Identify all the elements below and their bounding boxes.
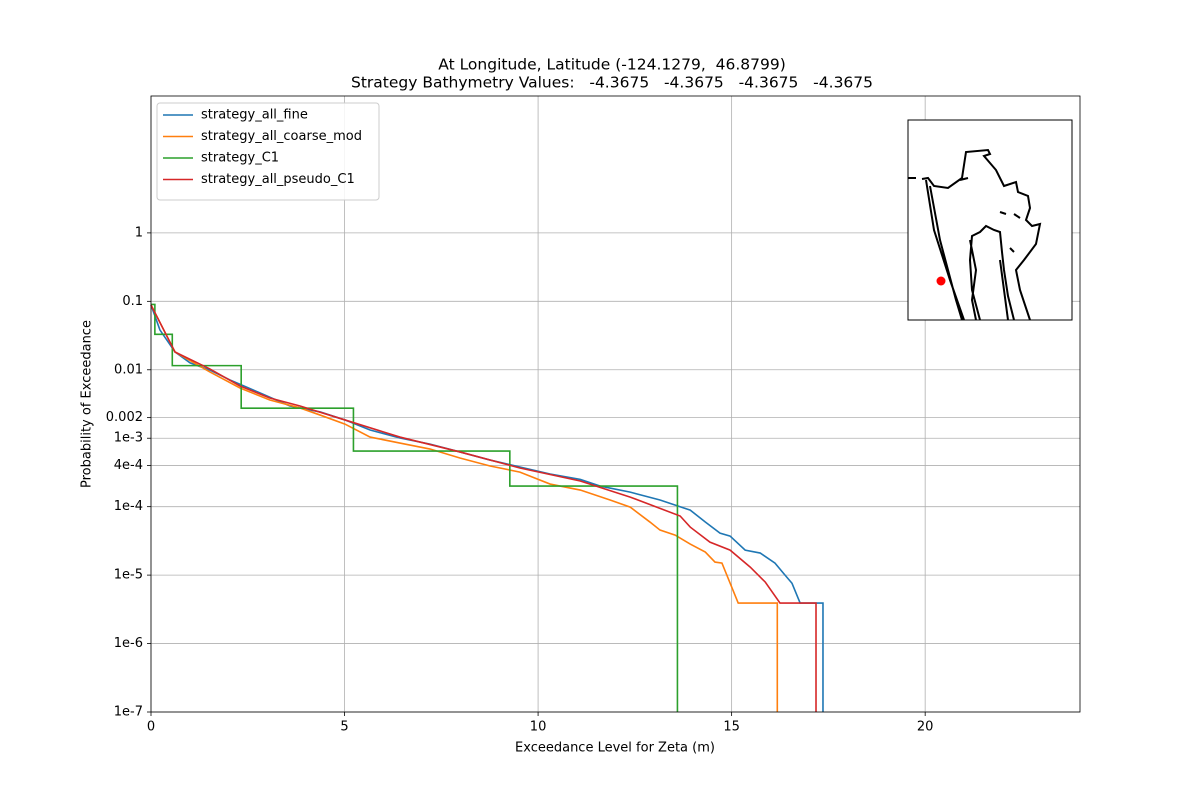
series-line bbox=[150, 304, 779, 712]
x-tick-label: 0 bbox=[147, 720, 155, 735]
y-tick-label: 0.002 bbox=[106, 410, 143, 425]
x-axis-label: Exceedance Level for Zeta (m) bbox=[515, 741, 715, 756]
location-marker bbox=[936, 276, 946, 286]
y-tick-label: 1e-6 bbox=[114, 636, 143, 651]
x-tick-label: 15 bbox=[723, 720, 740, 735]
inset-map bbox=[907, 119, 1073, 321]
y-tick-label: 1e-3 bbox=[114, 431, 143, 446]
legend-label: strategy_all_fine bbox=[201, 108, 308, 123]
plot-frame bbox=[150, 95, 1081, 713]
y-tick-label: 4e-4 bbox=[114, 458, 143, 473]
legend-label: strategy_all_pseudo_C1 bbox=[201, 172, 355, 187]
y-tick-label: 0.01 bbox=[114, 362, 143, 377]
lines bbox=[150, 303, 824, 712]
y-tick-label: 0.1 bbox=[122, 294, 143, 309]
y-tick-label: 1e-4 bbox=[114, 499, 143, 514]
legend-box bbox=[156, 102, 380, 201]
chart-title: At Longitude, Latitude (-124.1279, 46.87… bbox=[438, 56, 786, 74]
y-tick-label: 1 bbox=[135, 225, 143, 240]
series-line bbox=[150, 304, 817, 712]
x-tick-label: 10 bbox=[530, 720, 547, 735]
coastline bbox=[908, 148, 1042, 321]
chart-subtitle: Strategy Bathymetry Values: -4.3675 -4.3… bbox=[351, 74, 873, 92]
y-tick-label: 1e-5 bbox=[114, 568, 143, 583]
y-tick-label: 1e-7 bbox=[114, 705, 143, 720]
x-tick-label: 20 bbox=[917, 720, 934, 735]
legend-label: strategy_C1 bbox=[201, 151, 279, 166]
y-axis-label: Probability of Exceedance bbox=[80, 320, 95, 488]
x-tick-label: 5 bbox=[340, 720, 348, 735]
legend-label: strategy_all_coarse_mod bbox=[201, 129, 362, 144]
series-line bbox=[151, 303, 679, 712]
legend: strategy_all_fine strategy_all_coarse_mod… bbox=[156, 102, 380, 201]
